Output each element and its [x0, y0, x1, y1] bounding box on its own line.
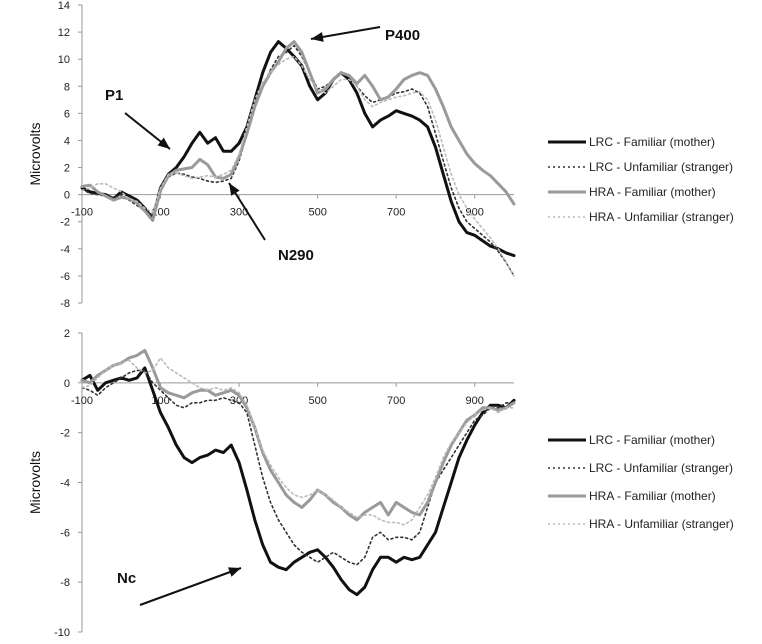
y-tick-label: -6: [60, 271, 70, 283]
x-tick-label: 900: [466, 395, 484, 407]
y-tick-label: -4: [60, 244, 70, 256]
x-tick-label: 900: [466, 207, 484, 219]
annotation-label: P1: [105, 87, 123, 104]
legend-label: HRA - Unfamiliar (stranger): [589, 210, 734, 224]
x-tick-label: -100: [71, 395, 93, 407]
y-tick-label: -2: [60, 428, 70, 440]
y-tick-label: -10: [54, 627, 70, 639]
y-tick-label: -8: [60, 298, 70, 310]
series-line-4: [81, 357, 515, 526]
y-tick-label: 4: [64, 135, 70, 147]
annotation-label: Nc: [117, 570, 136, 587]
legend-label: LRC - Unfamiliar (stranger): [589, 160, 733, 174]
annotation-label: P400: [385, 27, 420, 44]
y-axis-label: Microvolts: [27, 451, 43, 514]
y-tick-label: -4: [60, 478, 70, 490]
annotation-arrowhead: [228, 567, 241, 577]
y-tick-label: 8: [64, 81, 70, 93]
y-tick-label: -8: [60, 577, 70, 589]
legend-label: HRA - Unfamiliar (stranger): [589, 517, 734, 531]
y-tick-label: 2: [64, 163, 70, 175]
annotation-arrowhead: [157, 137, 170, 149]
x-tick-label: 500: [308, 207, 326, 219]
annotation-arrowhead: [229, 183, 240, 196]
legend-label: LRC - Unfamiliar (stranger): [589, 461, 733, 475]
y-tick-label: 0: [64, 190, 70, 202]
legend: LRC - Familiar (mother) LRC - Unfamiliar …: [548, 135, 734, 224]
y-tick-label: -2: [60, 217, 70, 229]
annotation-label: N290: [278, 247, 314, 264]
series-line-2: [81, 369, 515, 566]
legend-label: HRA - Familiar (mother): [589, 489, 716, 503]
chart-panel-2: 20-2-4-6-8-10-100 100 300 500 700 900Microvol…: [27, 328, 734, 639]
series-line-3: [80, 348, 516, 522]
series-line-3: [80, 40, 516, 222]
y-axis-label: Microvolts: [27, 122, 43, 185]
series-line-4: [81, 55, 515, 277]
y-tick-label: -6: [60, 527, 70, 539]
y-tick-label: 6: [64, 108, 70, 120]
y-tick-label: 12: [58, 27, 70, 39]
annotation-arrow: [139, 567, 242, 606]
x-tick-label: 300: [230, 207, 248, 219]
x-tick-label: 700: [387, 395, 405, 407]
legend-label: LRC - Familiar (mother): [589, 433, 715, 447]
y-tick-label: 14: [58, 0, 70, 12]
x-tick-label: 500: [308, 395, 326, 407]
legend-label: HRA - Familiar (mother): [589, 185, 716, 199]
series-line-1: [80, 40, 516, 258]
y-tick-label: 10: [58, 54, 70, 66]
y-tick-label: 2: [64, 328, 70, 340]
series-line-2: [81, 44, 515, 277]
x-tick-label: -100: [71, 207, 93, 219]
legend: LRC - Familiar (mother) LRC - Unfamiliar …: [548, 433, 734, 531]
legend-label: LRC - Familiar (mother): [589, 135, 715, 149]
y-tick-label: 0: [64, 378, 70, 390]
annotation-arrowhead: [311, 32, 324, 42]
series-line-1: [80, 366, 516, 597]
x-tick-label: 700: [387, 207, 405, 219]
